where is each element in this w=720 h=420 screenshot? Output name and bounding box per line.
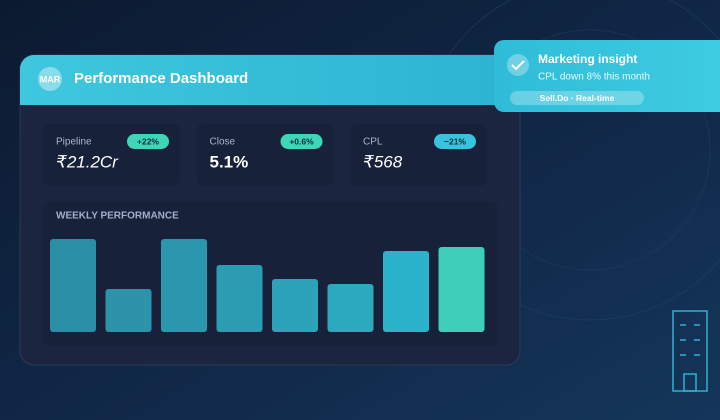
card-header bbox=[20, 55, 520, 105]
bar bbox=[105, 289, 152, 332]
notification[interactable]: Marketing insight CPL down 8% this month… bbox=[494, 40, 720, 112]
notification-text: CPL down 8% this month bbox=[538, 72, 650, 83]
bar bbox=[327, 284, 374, 332]
kpi-value: ₹21.2Cr bbox=[56, 152, 119, 171]
tag-pill bbox=[510, 91, 644, 105]
bar bbox=[438, 247, 485, 332]
badge-text: MAR bbox=[40, 74, 61, 84]
kpi-label: Close bbox=[210, 137, 236, 148]
kpi-value: 5.1% bbox=[210, 152, 249, 171]
change-text: +22% bbox=[137, 136, 159, 146]
notification-card[interactable] bbox=[494, 40, 720, 112]
change-text: −21% bbox=[444, 136, 466, 146]
card-title: Performance Dashboard bbox=[74, 70, 248, 87]
bar bbox=[161, 239, 207, 332]
kpi-label: Pipeline bbox=[56, 137, 92, 148]
kpi-value: ₹568 bbox=[363, 152, 403, 171]
bar bbox=[50, 239, 96, 332]
change-pill bbox=[280, 134, 323, 149]
check-circle bbox=[507, 54, 529, 76]
bar bbox=[272, 279, 318, 332]
badge bbox=[38, 67, 62, 91]
check-icon bbox=[511, 60, 525, 71]
bars bbox=[50, 239, 485, 332]
bar bbox=[216, 265, 263, 332]
chart-title: WEEKLY PERFORMANCE bbox=[56, 211, 179, 222]
kpi-row: Pipeline ₹21.2Cr +22% Close 5.1% +0.6% CPL ₹568… bbox=[43, 124, 487, 186]
bar bbox=[383, 251, 429, 332]
tag-text: Sell.Do · Real-time bbox=[540, 93, 615, 103]
notification-title: Marketing insight bbox=[538, 52, 637, 66]
change-pill bbox=[434, 134, 476, 149]
building-icon bbox=[672, 310, 708, 392]
change-pill bbox=[127, 134, 169, 149]
change-text: +0.6% bbox=[289, 136, 314, 146]
kpi-label: CPL bbox=[363, 137, 383, 148]
